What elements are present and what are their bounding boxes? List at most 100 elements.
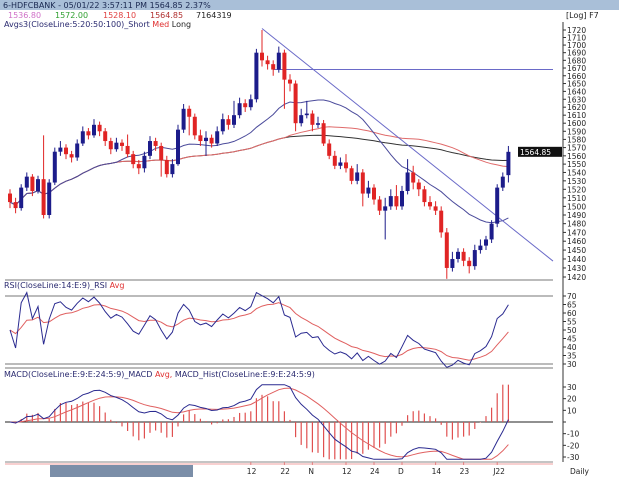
candle <box>159 142 164 177</box>
y-tick-label: 1650 <box>567 80 586 89</box>
candle-body <box>332 155 337 166</box>
candle <box>232 100 236 129</box>
candle-body <box>450 258 455 268</box>
candle <box>24 172 29 191</box>
avgs-legend: Avgs3(CloseLine:5:20:50:100)_Short Med L… <box>4 20 191 29</box>
candle <box>316 116 320 129</box>
candle <box>332 150 337 170</box>
candle <box>69 150 74 163</box>
candle <box>181 104 186 133</box>
candle-body <box>86 131 91 136</box>
candle <box>164 155 169 178</box>
candle <box>276 46 281 73</box>
candle-body <box>400 190 404 207</box>
candle <box>484 235 488 251</box>
candle-body <box>360 172 365 194</box>
y-tick-label: 1480 <box>567 220 586 229</box>
rsi-y-tick-label: 40 <box>567 343 577 352</box>
candle-body <box>349 168 354 181</box>
candle <box>360 169 365 207</box>
candle <box>304 100 309 119</box>
candle-body <box>30 176 35 191</box>
candle-body <box>282 52 287 80</box>
y-tick-label: 1580 <box>567 135 586 144</box>
y-tick-label: 1680 <box>567 56 586 65</box>
rsi-line <box>9 291 509 368</box>
macd-pane[interactable] <box>5 384 553 460</box>
candle-body <box>8 193 12 203</box>
candle <box>433 201 438 215</box>
candle-body <box>248 99 253 108</box>
rsi-pane[interactable] <box>5 291 553 368</box>
candle <box>220 113 225 135</box>
x-tick-label: N <box>308 467 314 476</box>
y-tick-label: 1630 <box>567 95 586 104</box>
period-label: Daily <box>570 467 590 476</box>
candle-body <box>97 124 102 132</box>
rsi-legend: RSI(CloseLine:14:E:9)_RSI Avg <box>4 281 125 290</box>
candle-body <box>366 187 371 194</box>
candle <box>444 228 449 279</box>
horizontal-scrollbar-thumb[interactable] <box>50 465 193 477</box>
candle <box>248 94 253 111</box>
candle <box>299 108 304 127</box>
candle-body <box>304 113 309 116</box>
rsi-y-tick-label: 35 <box>567 352 577 361</box>
candle <box>265 55 270 70</box>
candle <box>243 99 248 112</box>
candle <box>204 131 208 156</box>
y-tick-label: 1460 <box>567 237 586 246</box>
candle-body <box>444 232 449 268</box>
candle-body <box>80 131 85 144</box>
candle <box>472 244 477 270</box>
candle-body <box>215 131 220 144</box>
candle-body <box>24 176 29 188</box>
candle-body <box>69 154 74 158</box>
rsi-y-tick-label: 30 <box>567 360 577 369</box>
candle <box>288 74 292 92</box>
candle-body <box>220 119 225 132</box>
candle <box>372 184 376 205</box>
y-tick-label: 1600 <box>567 119 586 128</box>
candle <box>411 165 416 190</box>
candle-body <box>125 145 130 155</box>
y-tick-label: 1440 <box>567 255 586 264</box>
candle <box>19 184 24 211</box>
scale-mode-label[interactable]: [Log] F7 <box>566 11 599 20</box>
last-price-tag <box>518 146 562 157</box>
candle-body <box>47 182 52 215</box>
y-tick-label: 1720 <box>567 26 586 35</box>
last-price-tag-label: 1564.85 <box>520 148 551 157</box>
y-tick-label: 1450 <box>567 246 586 255</box>
candle <box>467 257 472 274</box>
y-tick-label: 1550 <box>567 160 586 169</box>
rsi-y-tick-label: 50 <box>567 326 577 335</box>
candle-body <box>181 108 186 130</box>
candle-body <box>153 141 158 146</box>
candle-body <box>489 223 494 240</box>
candle-body <box>355 172 360 181</box>
candle <box>97 121 102 137</box>
candle <box>114 137 119 152</box>
candle-body <box>75 143 80 158</box>
candle <box>226 115 231 130</box>
x-tick-label: 14 <box>432 467 442 476</box>
candle-body <box>422 189 427 203</box>
candle-body <box>254 52 259 100</box>
candle <box>176 124 180 166</box>
candle <box>327 139 332 160</box>
candle-body <box>164 159 169 175</box>
candle-body <box>103 131 108 142</box>
price-pane[interactable] <box>8 28 554 279</box>
candle <box>355 164 360 185</box>
candle <box>394 185 399 210</box>
y-tick-label: 1520 <box>567 185 586 194</box>
downtrend-trendline <box>261 28 554 262</box>
x-tick-label: D <box>398 467 404 476</box>
candle <box>103 128 108 146</box>
candle <box>108 137 113 155</box>
candle <box>153 137 158 151</box>
candle-body <box>260 52 264 61</box>
candle-body <box>416 182 421 190</box>
